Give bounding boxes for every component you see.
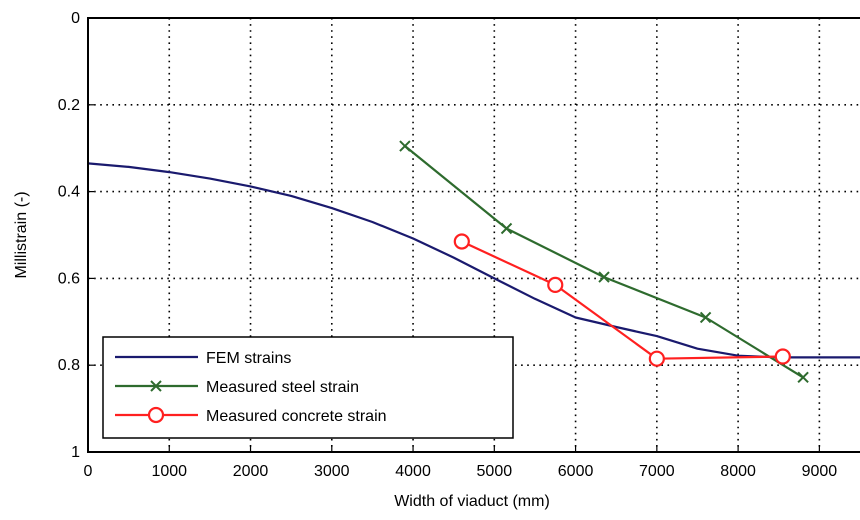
series-0 (87, 162, 860, 359)
legend-marker (150, 380, 162, 392)
x-tick-label: 9000 (802, 463, 838, 480)
legend-label: FEM strains (206, 350, 291, 367)
data-point (399, 140, 411, 152)
data-point (598, 271, 610, 283)
data-point (797, 371, 809, 384)
plot-frame (87, 17, 860, 453)
axis-ticks: 0 1000 2000 3000 4000 5000 6000 7000 8000 9000 0 0.… (58, 10, 838, 480)
x-tick-label: 3000 (314, 463, 350, 480)
series-1 (399, 140, 809, 384)
data-point (547, 276, 564, 294)
data-point (500, 222, 513, 235)
y-tick-label: 0.8 (58, 357, 80, 374)
x-tick-label: 7000 (639, 463, 675, 480)
x-tick-label: 4000 (395, 463, 431, 480)
x-axis-title: Width of viaduct (mm) (394, 493, 550, 510)
series-line (461, 240, 783, 360)
x-tick-label: 8000 (720, 463, 756, 480)
y-tick-label: 0.6 (58, 270, 80, 287)
x-tick-label: 2000 (233, 463, 269, 480)
y-tick-label: 0.4 (58, 184, 80, 201)
data-point (699, 311, 712, 324)
legend-item: Measured concrete strain (115, 406, 387, 425)
data-point (774, 348, 791, 365)
series-2 (453, 233, 791, 367)
x-tick-label: 6000 (558, 463, 594, 480)
y-tick-label: 0 (71, 10, 80, 27)
x-tick-label: 0 (84, 463, 93, 480)
y-tick-label: 1 (71, 444, 80, 461)
series-line (87, 162, 860, 359)
legend-item: Measured steel strain (115, 379, 359, 396)
legend-box (102, 336, 514, 439)
y-axis-title: Millistrain (-) (13, 191, 30, 278)
data-point (648, 350, 665, 367)
legend-item: FEM strains (115, 350, 291, 367)
x-tick-label: 1000 (151, 463, 187, 480)
y-tick-label: 0.2 (58, 97, 80, 114)
legend-label: Measured steel strain (206, 379, 359, 396)
legend: FEM strains Measured steel strain Measured… (102, 336, 514, 439)
plot-area (87, 140, 860, 384)
legend-marker (147, 406, 165, 424)
legend-label: Measured concrete strain (206, 408, 387, 425)
x-tick-label: 5000 (477, 463, 513, 480)
data-point (453, 233, 470, 250)
